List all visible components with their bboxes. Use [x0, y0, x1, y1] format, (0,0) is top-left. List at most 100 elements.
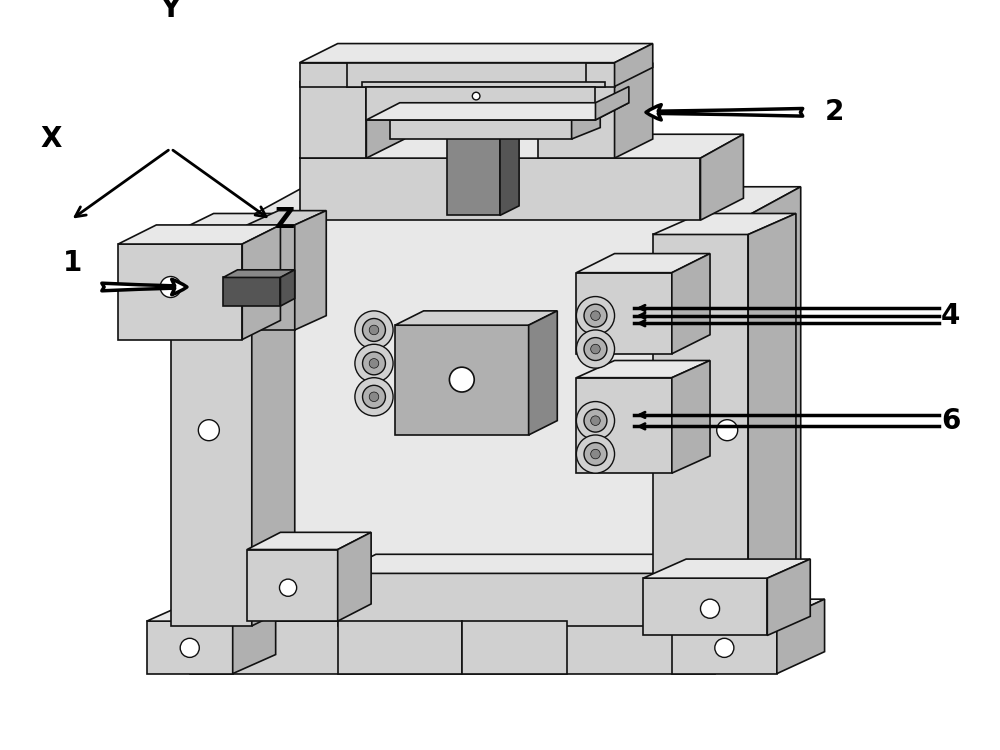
- Polygon shape: [700, 134, 743, 220]
- Circle shape: [363, 319, 385, 341]
- Polygon shape: [447, 120, 519, 130]
- Polygon shape: [538, 82, 615, 158]
- Polygon shape: [672, 621, 777, 674]
- Polygon shape: [615, 63, 653, 158]
- Polygon shape: [672, 361, 710, 473]
- Polygon shape: [252, 214, 295, 626]
- Circle shape: [584, 304, 607, 327]
- Polygon shape: [447, 130, 500, 215]
- Circle shape: [576, 330, 615, 368]
- Text: X: X: [41, 125, 62, 153]
- Polygon shape: [300, 82, 366, 158]
- Circle shape: [591, 310, 600, 320]
- Polygon shape: [395, 310, 557, 326]
- Polygon shape: [338, 554, 696, 574]
- Polygon shape: [171, 214, 295, 235]
- Polygon shape: [300, 134, 743, 158]
- Polygon shape: [500, 120, 519, 215]
- Polygon shape: [576, 378, 672, 473]
- Circle shape: [576, 401, 615, 439]
- Polygon shape: [576, 254, 710, 273]
- Polygon shape: [300, 63, 405, 82]
- Polygon shape: [390, 109, 600, 120]
- Circle shape: [591, 449, 600, 459]
- Text: Y: Y: [161, 0, 181, 23]
- Polygon shape: [576, 361, 710, 378]
- Text: 4: 4: [941, 302, 960, 330]
- Polygon shape: [390, 120, 572, 139]
- Polygon shape: [643, 559, 810, 578]
- Polygon shape: [529, 310, 557, 435]
- Polygon shape: [223, 278, 280, 306]
- Circle shape: [180, 638, 199, 658]
- Polygon shape: [300, 44, 653, 63]
- Text: Z: Z: [275, 206, 295, 234]
- Polygon shape: [338, 621, 462, 674]
- Polygon shape: [748, 187, 801, 616]
- Polygon shape: [247, 550, 338, 621]
- Polygon shape: [223, 270, 295, 278]
- Polygon shape: [252, 215, 748, 616]
- Polygon shape: [147, 621, 233, 674]
- Circle shape: [717, 420, 738, 441]
- Circle shape: [576, 296, 615, 334]
- Polygon shape: [190, 592, 772, 621]
- Circle shape: [576, 435, 615, 473]
- Circle shape: [355, 378, 393, 416]
- Circle shape: [584, 410, 607, 432]
- Text: 2: 2: [824, 98, 844, 126]
- Polygon shape: [247, 211, 326, 225]
- Polygon shape: [643, 578, 767, 635]
- Circle shape: [363, 386, 385, 408]
- Circle shape: [198, 420, 219, 441]
- Polygon shape: [462, 621, 567, 674]
- Text: 1: 1: [63, 249, 82, 278]
- Polygon shape: [280, 270, 295, 306]
- Polygon shape: [300, 158, 700, 220]
- Polygon shape: [242, 225, 280, 340]
- Circle shape: [279, 579, 297, 596]
- Circle shape: [584, 442, 607, 466]
- Polygon shape: [576, 273, 672, 354]
- Polygon shape: [247, 225, 295, 330]
- Text: 6: 6: [941, 406, 960, 435]
- Circle shape: [591, 416, 600, 425]
- Circle shape: [369, 358, 379, 368]
- Polygon shape: [362, 82, 605, 86]
- Polygon shape: [347, 68, 586, 86]
- Circle shape: [369, 392, 379, 401]
- Polygon shape: [653, 214, 796, 235]
- Polygon shape: [347, 63, 586, 86]
- Polygon shape: [595, 86, 629, 120]
- Polygon shape: [395, 326, 529, 435]
- Polygon shape: [147, 602, 276, 621]
- Polygon shape: [247, 532, 371, 550]
- Polygon shape: [715, 592, 772, 674]
- Polygon shape: [118, 225, 280, 244]
- Polygon shape: [672, 599, 825, 621]
- Polygon shape: [572, 109, 600, 139]
- Circle shape: [715, 638, 734, 658]
- Polygon shape: [190, 621, 715, 674]
- Polygon shape: [658, 554, 696, 626]
- Circle shape: [591, 344, 600, 354]
- Circle shape: [355, 344, 393, 382]
- Circle shape: [472, 92, 480, 100]
- Polygon shape: [748, 214, 796, 626]
- Polygon shape: [233, 602, 276, 674]
- Polygon shape: [366, 63, 405, 158]
- Polygon shape: [338, 532, 371, 621]
- Circle shape: [449, 368, 474, 392]
- Polygon shape: [338, 574, 658, 626]
- Polygon shape: [777, 599, 825, 674]
- Circle shape: [700, 599, 720, 618]
- Circle shape: [363, 352, 385, 375]
- Polygon shape: [118, 244, 242, 340]
- Polygon shape: [300, 63, 615, 86]
- Polygon shape: [366, 103, 629, 120]
- Circle shape: [369, 326, 379, 334]
- Polygon shape: [252, 187, 801, 215]
- Polygon shape: [366, 86, 595, 120]
- Polygon shape: [672, 254, 710, 354]
- Polygon shape: [653, 235, 748, 626]
